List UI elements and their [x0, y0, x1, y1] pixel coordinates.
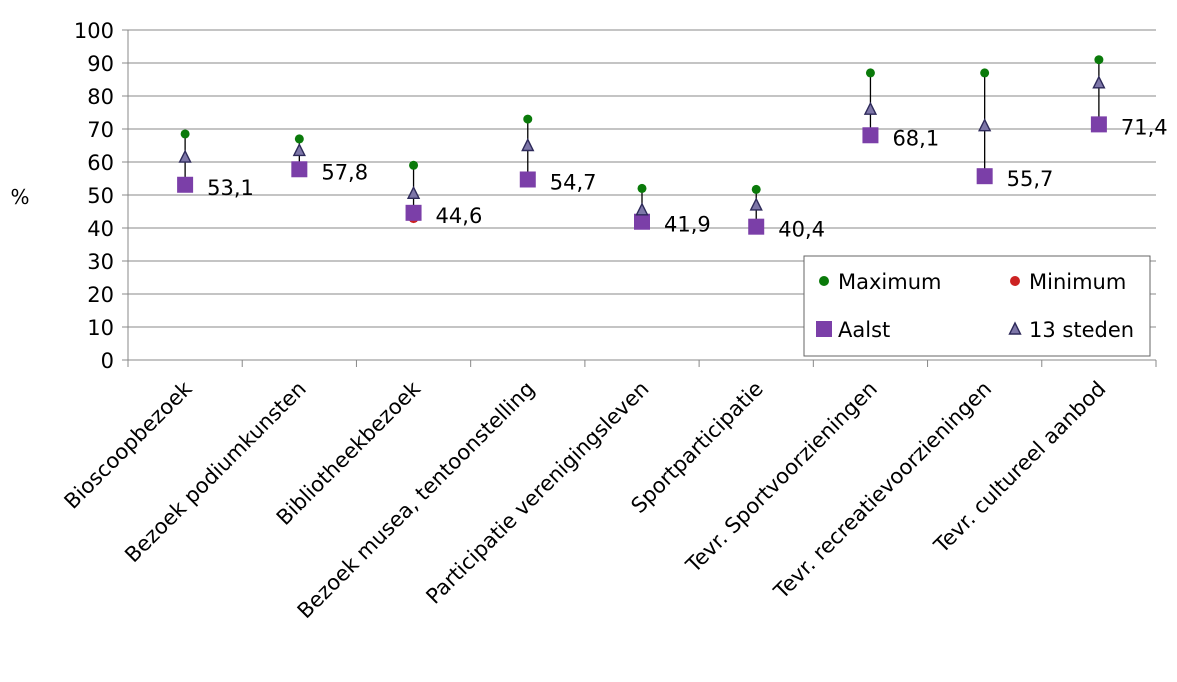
y-tick-label: 30 — [87, 250, 114, 274]
category-label: Bezoek musea, tentoonstelling — [293, 377, 540, 624]
y-tick-label: 40 — [87, 217, 114, 241]
steden-point — [863, 101, 878, 115]
category-label: Tevr. recreatievoorzieningen — [769, 377, 997, 605]
y-tick-label: 100 — [74, 19, 114, 43]
y-tick-label: 60 — [87, 151, 114, 175]
aalst-point — [177, 176, 194, 193]
aalst-point — [405, 204, 422, 221]
legend-label: Maximum — [838, 270, 941, 294]
steden-point — [1092, 75, 1106, 89]
category-label: Tevr. Sportvoorzieningen — [681, 377, 882, 578]
maximum-point — [1094, 55, 1104, 65]
data-label: 54,7 — [550, 170, 597, 194]
maximum-point — [180, 129, 190, 139]
legend-marker — [816, 321, 832, 337]
maximum-point — [751, 184, 761, 194]
legend-box — [803, 255, 1151, 357]
y-tick-label: 50 — [87, 184, 114, 208]
range-lines — [184, 59, 1100, 227]
steden-point — [635, 202, 649, 216]
y-tick-label: 90 — [87, 52, 114, 76]
maximum-point — [980, 68, 990, 78]
data-label: 55,7 — [1007, 167, 1054, 191]
category-label: Bezoek podiumkunsten — [120, 377, 311, 568]
category-label: Participatie verenigingsleven — [421, 377, 653, 609]
aalst-point — [291, 161, 308, 178]
aalst-point — [862, 127, 879, 144]
aalst-point — [976, 168, 993, 185]
data-label: 68,1 — [892, 126, 939, 150]
legend-label: Minimum — [1029, 270, 1126, 294]
maximum-point — [409, 160, 419, 170]
maximum-point — [523, 114, 533, 124]
y-axis-ticks: 0 10 20 30 40 50 60 70 80 90 100 — [74, 19, 128, 373]
data-label: 57,8 — [321, 160, 368, 184]
steden-point — [178, 149, 192, 163]
y-tick-label: 20 — [87, 283, 114, 307]
legend-marker — [819, 276, 829, 286]
aalst-point — [748, 218, 765, 235]
steden-point — [292, 142, 306, 157]
y-tick-label: 10 — [87, 316, 114, 340]
maximum-point — [637, 183, 647, 193]
data-markers — [177, 55, 1107, 235]
legend-marker — [1008, 321, 1022, 335]
data-label: 53,1 — [207, 176, 254, 200]
legend: Maximum Minimum Aalst 13 steden — [803, 255, 1151, 357]
data-label: 71,4 — [1121, 115, 1168, 139]
axes — [127, 30, 1157, 367]
aalst-point — [634, 213, 650, 230]
y-tick-label: 0 — [101, 349, 114, 373]
y-tick-label: 70 — [87, 118, 114, 142]
y-tick-label: 80 — [87, 85, 114, 109]
data-label: 40,4 — [778, 218, 825, 242]
data-labels: 53,1 57,8 44,6 54,7 41,9 40,4 68,1 55,7 71,4 — [207, 115, 1168, 241]
steden-point — [978, 118, 992, 132]
y-axis-label: % — [10, 185, 29, 209]
steden-point — [406, 185, 421, 200]
maximum-point — [294, 134, 304, 144]
legend-label: 13 steden — [1029, 318, 1134, 342]
aalst-point — [1090, 116, 1107, 133]
data-label: 41,9 — [664, 213, 711, 237]
steden-point — [521, 137, 535, 152]
legend-marker — [1010, 276, 1020, 286]
steden-point — [749, 197, 763, 211]
aalst-point — [519, 171, 536, 188]
maximum-point — [865, 68, 875, 78]
legend-label: Aalst — [838, 318, 890, 342]
data-label: 44,6 — [436, 204, 483, 228]
